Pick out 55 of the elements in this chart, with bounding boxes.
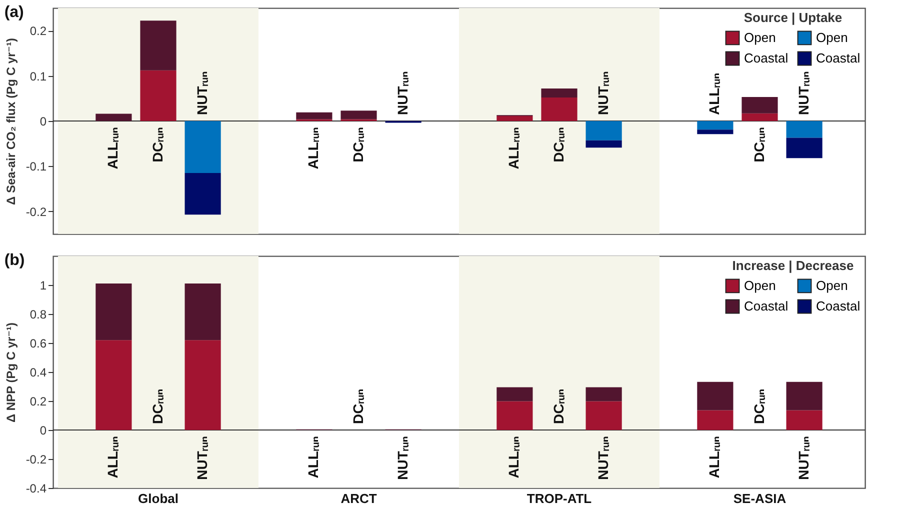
legend-label: Coastal xyxy=(744,50,788,66)
x-tick-label: NUTᵣᵤₙ xyxy=(194,436,210,480)
x-tick-label: DCᵣᵤₙ xyxy=(750,127,767,162)
x-tick-label: ALLᵣᵤₙ xyxy=(104,127,121,170)
x-tick-label: NUTᵣᵤₙ xyxy=(795,71,812,115)
y-axis-title: Δ Sea-air CO₂ flux (Pg C yr⁻¹) xyxy=(4,38,18,205)
text: ARCT xyxy=(340,491,377,506)
x-tick-label: ALLᵣᵤₙ xyxy=(305,127,322,170)
x-tick-label: ALLᵣᵤₙ xyxy=(706,72,722,115)
x-tick-label: DCᵣᵤₙ xyxy=(350,388,366,424)
chart-title: (b) xyxy=(4,252,25,269)
y-tick-label: 1 xyxy=(40,278,47,292)
x-tick-label: DCᵣᵤₙ xyxy=(550,388,566,424)
x-tick-label: DCᵣᵤₙ xyxy=(550,127,566,162)
chart-title: (a) xyxy=(4,4,24,21)
legend-label: Open xyxy=(744,278,776,293)
text: TROP-ATL xyxy=(526,491,592,506)
legend-title: Increase | Decrease xyxy=(732,258,854,273)
x-tick-label: ALLᵣᵤₙ xyxy=(104,436,121,478)
x-tick-label: DCᵣᵤₙ xyxy=(750,388,767,424)
text: SE-ASIA xyxy=(733,491,787,506)
x-tick-label: NUTᵣᵤₙ xyxy=(194,71,210,115)
y-tick-label: 0.4 xyxy=(30,366,47,380)
x-tick-label: NUTᵣᵤₙ xyxy=(594,71,611,115)
x-tick-label: NUTᵣᵤₙ xyxy=(394,71,410,115)
y-tick-label: 0 xyxy=(40,424,47,438)
legend-label: Open xyxy=(744,30,776,45)
x-tick-label: DCᵣᵤₙ xyxy=(149,388,166,424)
legend-label: Open xyxy=(816,30,848,45)
x-tick-label: NUTᵣᵤₙ xyxy=(594,436,611,480)
legend-label: Open xyxy=(816,278,848,293)
y-tick-label: 0.2 xyxy=(30,24,47,38)
legend-label: Coastal xyxy=(744,298,788,314)
y-tick-label: 0 xyxy=(40,114,47,128)
text: Global xyxy=(138,491,178,506)
x-tick-label: NUTᵣᵤₙ xyxy=(795,436,812,480)
y-tick-label: 0.2 xyxy=(30,394,47,408)
y-tick-label: 0.8 xyxy=(30,308,47,322)
y-tick-label: 0.6 xyxy=(30,336,47,350)
legend-title: Source | Uptake xyxy=(744,10,842,25)
legend-label: Coastal xyxy=(816,298,860,314)
y-tick-label: -0.2 xyxy=(26,204,47,219)
x-tick-label: ALLᵣᵤₙ xyxy=(706,436,722,478)
y-tick-label: -0.2 xyxy=(26,452,47,466)
y-tick-label: -0.1 xyxy=(26,160,47,174)
x-tick-label: ALLᵣᵤₙ xyxy=(305,436,322,478)
x-tick-label: ALLᵣᵤₙ xyxy=(506,436,522,478)
x-tick-label: NUTᵣᵤₙ xyxy=(394,436,410,480)
y-tick-label: 0.1 xyxy=(30,69,47,84)
y-axis-title: Δ NPP (Pg C yr⁻¹) xyxy=(4,322,18,423)
x-tick-label: DCᵣᵤₙ xyxy=(350,127,366,162)
x-tick-label: ALLᵣᵤₙ xyxy=(506,127,522,170)
x-tick-label: DCᵣᵤₙ xyxy=(149,127,166,162)
legend-label: Coastal xyxy=(816,50,860,66)
y-tick-label: -0.4 xyxy=(26,482,47,496)
